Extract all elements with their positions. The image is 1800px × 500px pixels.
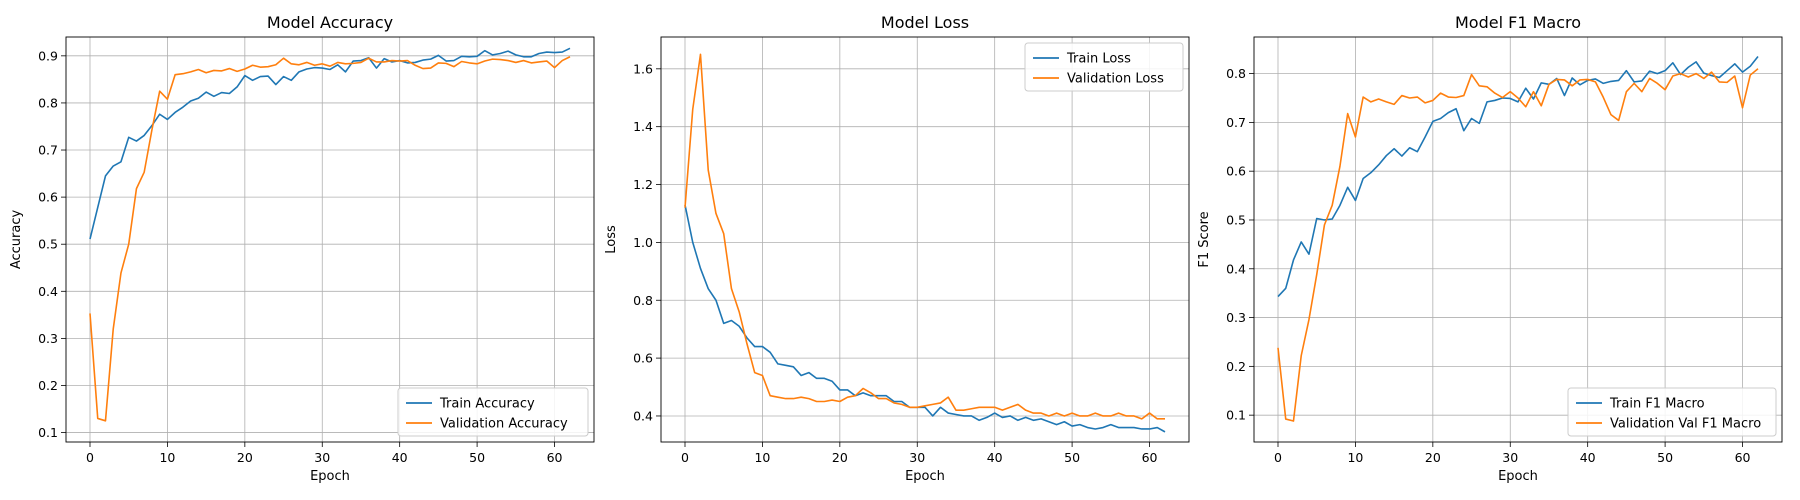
x-tick-label: 40 [392,450,408,465]
y-axis-label: Accuracy [9,210,24,270]
legend-box [1024,42,1184,92]
chart-title: Model F1 Macro [1455,13,1581,32]
y-tick-label: 1.4 [633,119,653,134]
x-tick-label: 30 [909,450,925,465]
x-tick-label: 20 [237,450,253,465]
x-tick-label: 40 [1580,450,1596,465]
x-axis-label: Epoch [310,469,350,484]
x-tick-label: 30 [1502,450,1518,465]
y-tick-label: 0.1 [1226,408,1246,423]
legend-entry: Train Loss [1066,52,1131,67]
legend-entry: Train F1 Macro [1609,397,1705,412]
y-tick-label: 0.3 [1226,310,1246,325]
y-tick-label: 0.7 [38,143,58,158]
y-tick-label: 1.0 [633,235,653,250]
x-tick-label: 10 [159,450,175,465]
x-tick-label: 60 [1735,450,1751,465]
x-tick-label: 30 [314,450,330,465]
y-tick-label: 0.8 [38,95,58,110]
y-tick-label: 0.7 [1226,115,1246,130]
legend: Train Loss Validation Loss [1024,42,1184,92]
y-axis-label: Loss [604,225,619,254]
y-tick-label: 0.2 [38,378,58,393]
x-tick-label: 10 [754,450,770,465]
y-axis-label: F1 Score [1197,211,1212,267]
chart-title: Model Accuracy [267,13,393,32]
x-axis-label: Epoch [1498,469,1538,484]
y-tick-label: 0.4 [633,408,653,423]
x-tick-label: 50 [1657,450,1673,465]
x-tick-label: 0 [1274,450,1282,465]
legend-entry: Validation Val F1 Macro [1610,417,1761,432]
y-tick-label: 1.2 [633,177,653,192]
x-tick-label: 0 [681,450,689,465]
legend-box [1567,387,1777,437]
series-line-validation [1277,68,1759,422]
x-tick-label: 10 [1347,450,1363,465]
legend-box [397,387,589,437]
plot-frame [660,36,1190,443]
y-tick-label: 1.6 [633,61,653,76]
x-tick-label: 50 [469,450,485,465]
series-line-validation [89,56,571,422]
y-tick-label: 0.6 [633,351,653,366]
legend: Train F1 Macro Validation Val F1 Macro [1567,387,1777,437]
y-tick-label: 0.8 [1226,66,1246,81]
legend-entry: Train Accuracy [439,397,535,412]
y-tick-label: 0.9 [38,48,58,63]
y-tick-label: 0.8 [633,293,653,308]
chart-panel-3: 0 10 20 30 40 50 60 0.1 0.2 0.3 0.4 0.5 0.6 0.7 0.8 Mod… [1197,13,1783,484]
y-tick-label: 0.6 [1226,164,1246,179]
chart-panel-1: 0 10 20 30 40 50 60 0.1 0.2 0.3 0.4 0.5 0.6 0.7 0.8 0.9… [9,13,595,484]
plot-frame [65,36,595,443]
chart-panel-2: 0 10 20 30 40 50 60 0.4 0.6 0.8 1.0 1.2 1.4 1.6 Model … [604,13,1190,484]
y-tick-label: 0.5 [1226,212,1246,227]
x-axis-label: Epoch [905,469,945,484]
x-tick-label: 20 [1425,450,1441,465]
y-tick-label: 0.6 [38,190,58,205]
y-tick-label: 0.3 [38,331,58,346]
chart-title: Model Loss [881,13,969,32]
y-tick-label: 0.4 [38,284,58,299]
x-tick-label: 50 [1064,450,1080,465]
y-tick-label: 0.5 [38,237,58,252]
x-tick-label: 20 [832,450,848,465]
legend: Train Accuracy Validation Accuracy [397,387,589,437]
x-tick-label: 60 [547,450,563,465]
y-tick-label: 0.4 [1226,261,1246,276]
series-line-train [684,204,1166,433]
y-tick-label: 0.2 [1226,359,1246,374]
x-tick-label: 40 [987,450,1003,465]
legend-entry: Validation Loss [1067,72,1164,87]
series-line-train [89,47,571,240]
plot-frame [1253,36,1783,443]
legend-entry: Validation Accuracy [440,417,568,432]
series-line-validation [684,53,1165,420]
y-tick-label: 0.1 [38,425,58,440]
x-tick-label: 0 [86,450,94,465]
x-tick-label: 60 [1142,450,1158,465]
series-line-train [1277,56,1759,298]
